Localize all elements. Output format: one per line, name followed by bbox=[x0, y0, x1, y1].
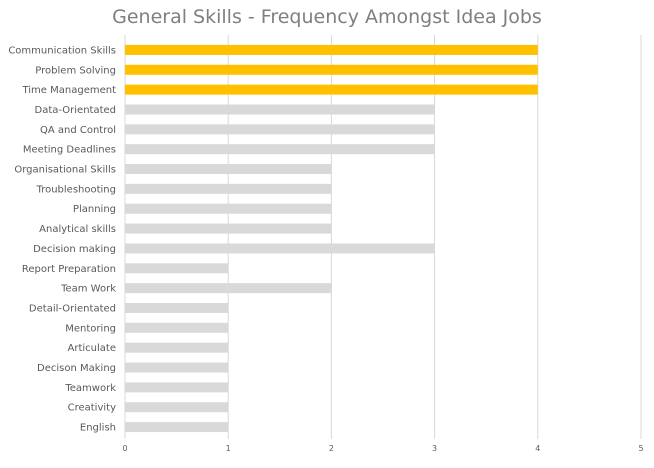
bar bbox=[125, 203, 332, 214]
category-label: Mentoring bbox=[65, 323, 116, 334]
category-label: Detail-Orientated bbox=[29, 303, 116, 314]
bar bbox=[125, 84, 538, 95]
category-label: Teamwork bbox=[64, 383, 116, 394]
category-label: Troubleshooting bbox=[36, 184, 116, 195]
bar bbox=[125, 422, 229, 433]
bar bbox=[125, 362, 229, 373]
bar bbox=[125, 164, 332, 175]
category-label: Report Preparation bbox=[22, 264, 116, 275]
category-label: Team Work bbox=[60, 284, 116, 295]
category-label: Articulate bbox=[68, 343, 116, 354]
bar bbox=[125, 382, 229, 393]
category-label: Creativity bbox=[68, 403, 116, 414]
bar bbox=[125, 342, 229, 353]
category-label: Planning bbox=[73, 204, 116, 215]
bar bbox=[125, 402, 229, 413]
bar bbox=[125, 124, 435, 135]
category-label: Decision making bbox=[33, 244, 116, 255]
category-label: English bbox=[80, 423, 116, 434]
x-tick-label: 1 bbox=[226, 444, 231, 453]
category-label: Communication Skills bbox=[8, 45, 116, 56]
chart-title: General Skills - Frequency Amongst Idea … bbox=[112, 6, 542, 28]
bar bbox=[125, 322, 229, 333]
category-label: Organisational Skills bbox=[14, 165, 116, 176]
bar bbox=[125, 263, 229, 274]
category-label: Meeting Deadlines bbox=[23, 145, 116, 156]
category-label: Data-Orientated bbox=[35, 105, 116, 116]
category-label: Decison Making bbox=[37, 363, 116, 374]
bar bbox=[125, 283, 332, 294]
bar bbox=[125, 243, 435, 254]
category-label: Analytical skills bbox=[39, 224, 116, 235]
category-label: QA and Control bbox=[40, 125, 116, 136]
bar bbox=[125, 183, 332, 194]
bar bbox=[125, 64, 538, 75]
x-tick-label: 4 bbox=[535, 444, 540, 453]
bar bbox=[125, 144, 435, 155]
bar bbox=[125, 302, 229, 313]
bar bbox=[125, 44, 538, 55]
x-tick-label: 5 bbox=[638, 444, 643, 453]
x-tick-label: 0 bbox=[122, 444, 127, 453]
category-label: Time Management bbox=[21, 85, 116, 96]
category-label: Problem Solving bbox=[35, 65, 116, 76]
x-tick-label: 3 bbox=[432, 444, 437, 453]
bar bbox=[125, 223, 332, 234]
x-tick-label: 2 bbox=[329, 444, 334, 453]
bar bbox=[125, 104, 435, 115]
